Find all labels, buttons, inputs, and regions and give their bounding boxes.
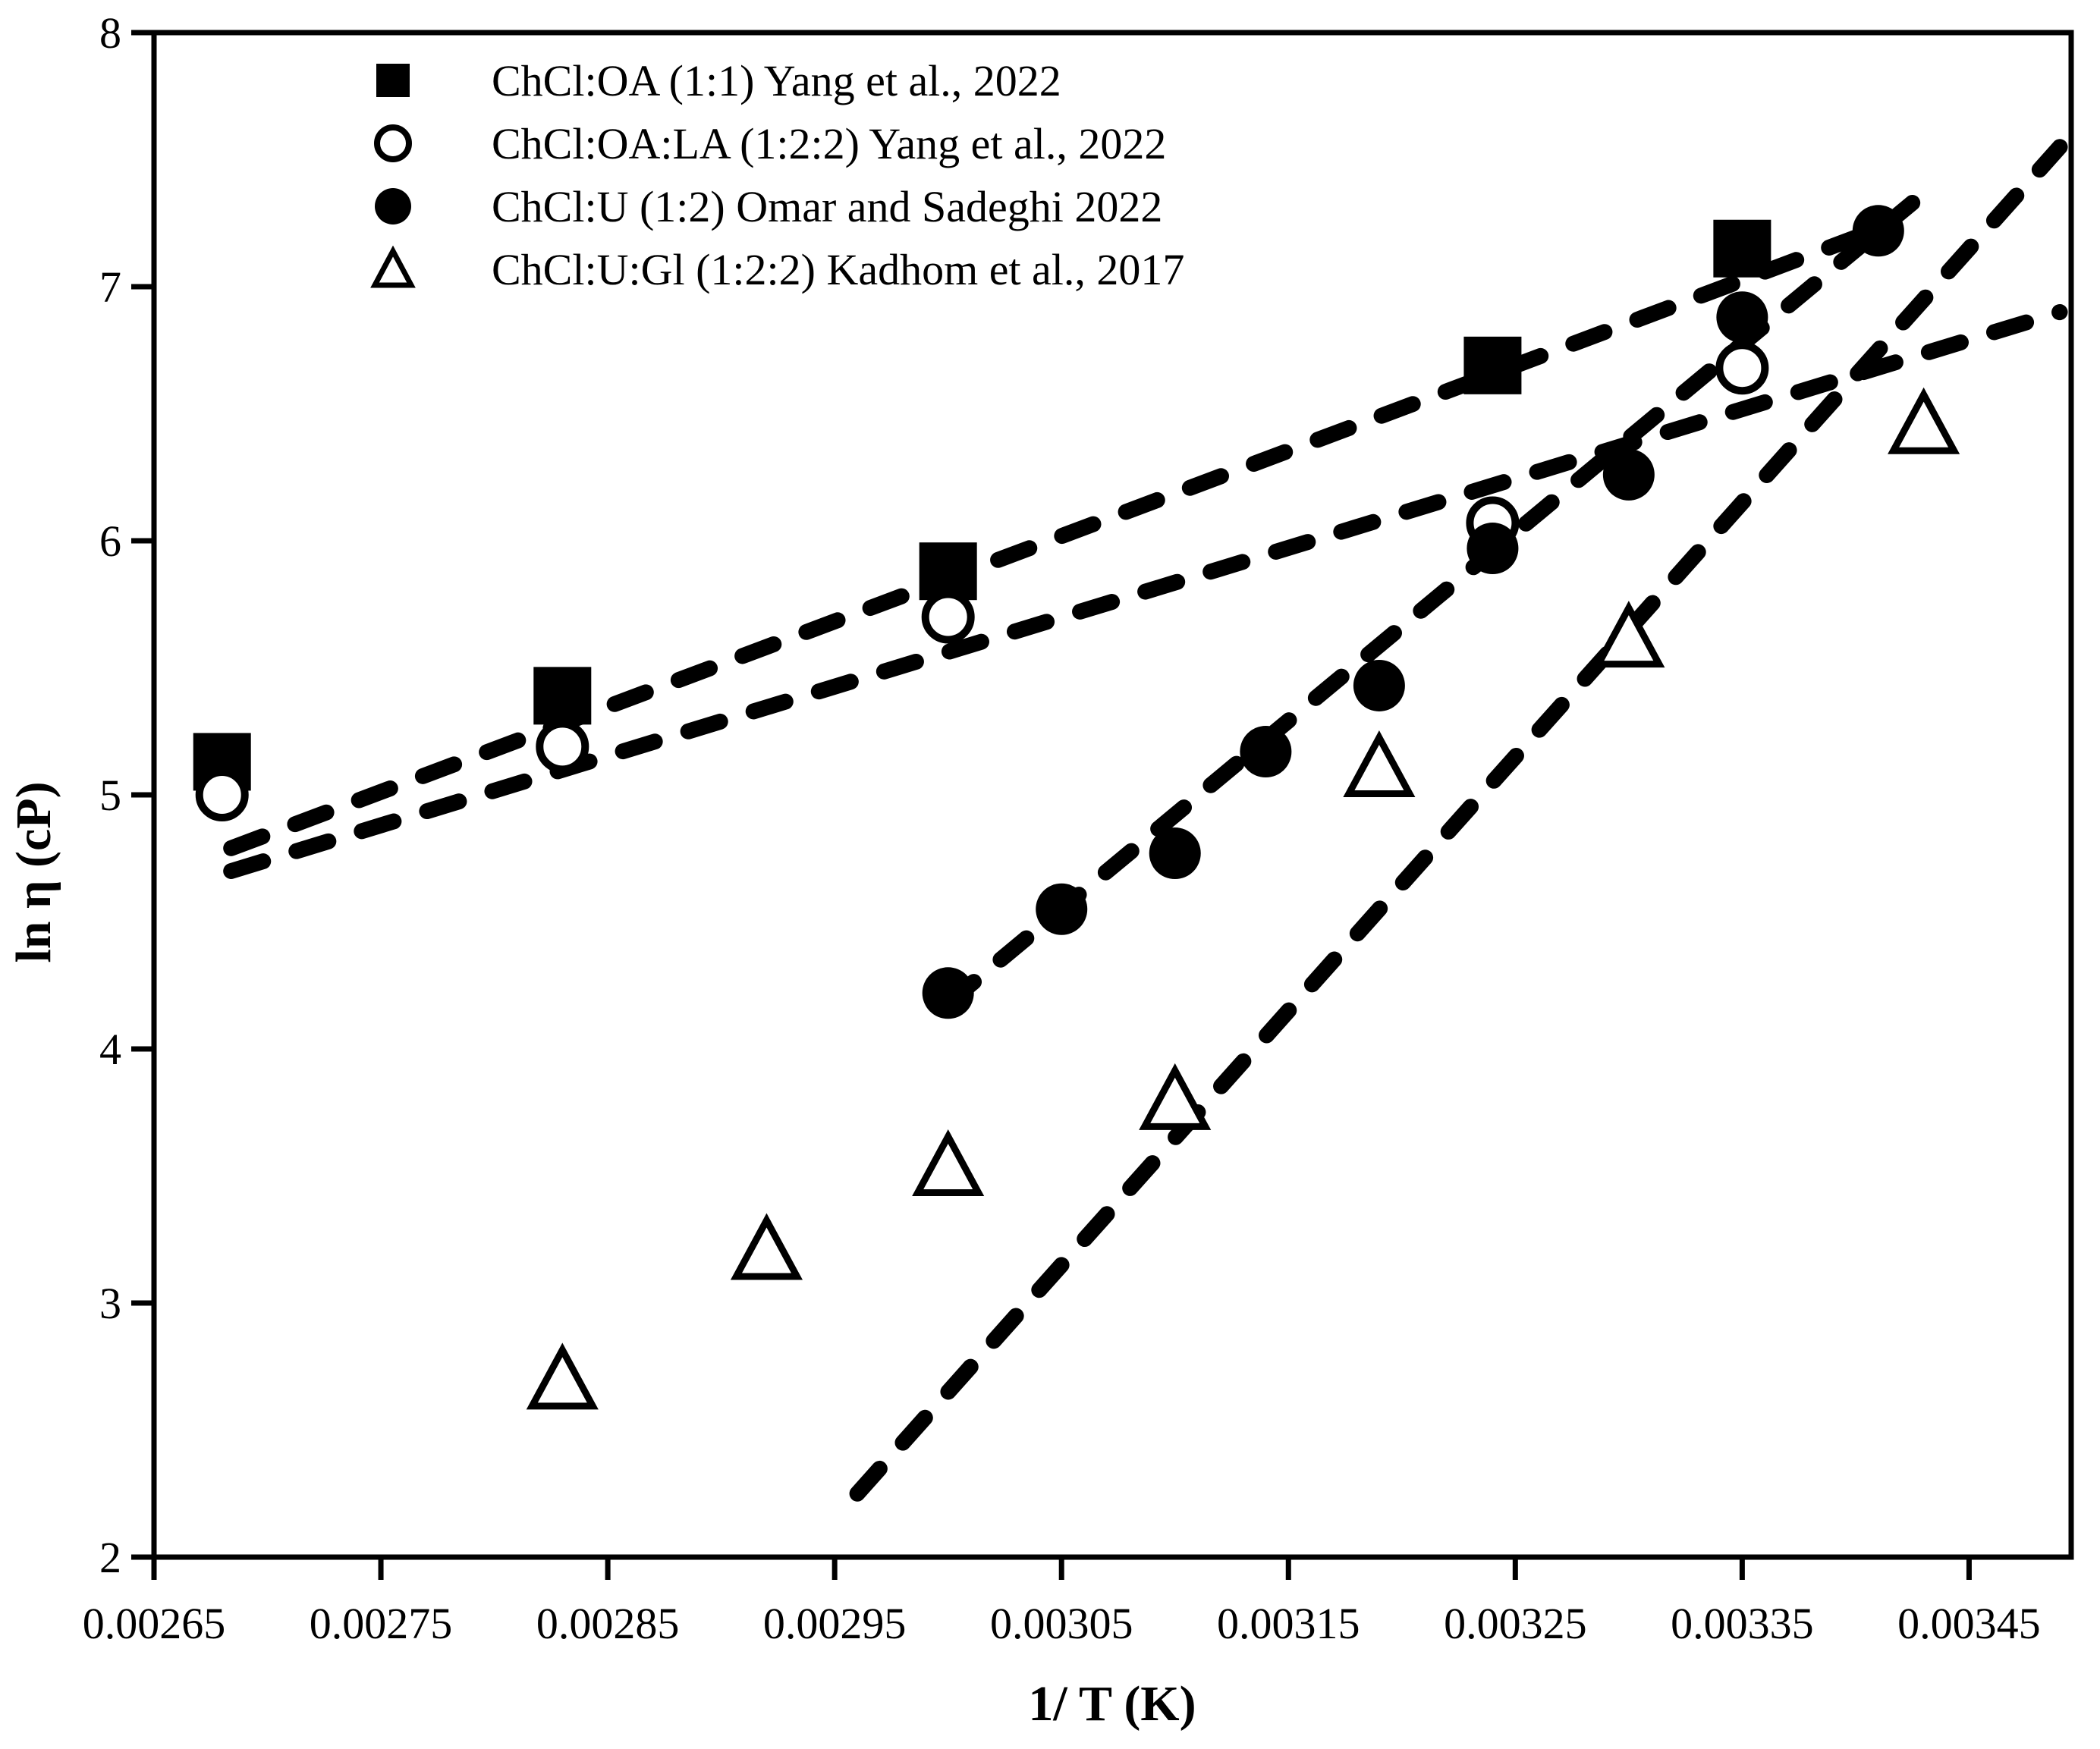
data-point-filled-circle (1149, 827, 1201, 880)
legend-row: ChCl:U (1:2) Omar and Sadeghi 2022 (375, 182, 1162, 231)
series-open-circle (195, 341, 1769, 821)
data-point-open-triangle (912, 1129, 985, 1196)
x-tick-label: 0.00265 (83, 1599, 226, 1648)
legend-label: ChCl:U:Gl (1:2:2) Kadhom et al., 2017 (492, 245, 1184, 294)
data-point-filled-circle (1602, 448, 1655, 501)
y-tick-label: 4 (99, 1025, 121, 1074)
series-open-triangle (526, 387, 1960, 1410)
data-point-filled-circle (1036, 883, 1088, 935)
series-filled-square (193, 219, 1771, 791)
legend-row: ChCl:OA:LA (1:2:2) Yang et al., 2022 (374, 119, 1166, 168)
legend-row: ChCl:U:Gl (1:2:2) Kadhom et al., 2017 (370, 245, 1184, 294)
data-point-filled-circle (1467, 523, 1519, 575)
data-point-filled-circle (1240, 726, 1292, 778)
data-point-open-triangle (1139, 1063, 1212, 1130)
legend-row: ChCl:OA (1:1) Yang et al., 2022 (376, 56, 1061, 105)
data-point-open-triangle (1343, 730, 1416, 797)
data-point-filled-square (1713, 219, 1771, 278)
x-tick-label: 0.00295 (763, 1599, 907, 1648)
filled-circle-icon (375, 188, 411, 225)
trend-line (223, 225, 1875, 856)
data-points (193, 205, 1960, 1410)
data-point-filled-circle (1716, 291, 1768, 344)
series-filled-circle (922, 205, 1904, 1019)
x-tick-label: 0.00305 (990, 1599, 1133, 1648)
data-point-filled-square (533, 667, 592, 725)
x-tick-label: 0.00345 (1897, 1599, 2041, 1648)
open-circle-icon (374, 124, 412, 162)
data-point-filled-square (1463, 336, 1522, 394)
data-point-filled-circle (1353, 659, 1405, 711)
trend-line (223, 304, 2068, 879)
trend-line (849, 139, 2068, 1502)
x-tick-label: 0.00275 (310, 1599, 453, 1648)
y-tick-label: 5 (99, 771, 121, 820)
axes: 0.00265 0.00275 0.00285 0.00295 0.00305 0.003… (83, 8, 2074, 1648)
data-point-open-circle (921, 590, 975, 644)
data-point-filled-circle (1852, 205, 1904, 257)
data-point-open-circle (536, 720, 589, 774)
data-point-open-triangle (730, 1213, 803, 1280)
open-triangle-icon (370, 245, 416, 288)
data-point-open-triangle (1888, 387, 1960, 454)
x-tick-label: 0.00285 (536, 1599, 680, 1648)
y-tick-label: 3 (99, 1279, 121, 1328)
data-point-open-circle (1715, 341, 1769, 395)
data-point-open-triangle (1592, 601, 1665, 668)
y-tick-label: 6 (99, 517, 121, 566)
data-point-open-triangle (526, 1342, 599, 1410)
legend-label: ChCl:OA (1:1) Yang et al., 2022 (492, 56, 1061, 105)
y-axis-title: ln η (cP) (6, 781, 61, 962)
y-tick-label: 8 (99, 8, 121, 58)
legend: ChCl:OA (1:1) Yang et al., 2022 ChCl:OA:… (370, 56, 1184, 294)
legend-label: ChCl:U (1:2) Omar and Sadeghi 2022 (492, 182, 1162, 231)
y-tick-label: 2 (99, 1533, 121, 1582)
trend-lines (223, 139, 2068, 1502)
legend-label: ChCl:OA:LA (1:2:2) Yang et al., 2022 (492, 119, 1166, 168)
filled-square-icon (376, 64, 410, 97)
x-tick-label: 0.00335 (1671, 1599, 1814, 1648)
x-tick-label: 0.00315 (1217, 1599, 1360, 1648)
data-point-open-circle (195, 768, 249, 821)
x-axis-title: 1/ T (K) (1028, 1676, 1196, 1732)
y-tick-label: 7 (99, 262, 121, 312)
data-point-filled-circle (922, 967, 974, 1019)
x-tick-label: 0.00325 (1444, 1599, 1587, 1648)
